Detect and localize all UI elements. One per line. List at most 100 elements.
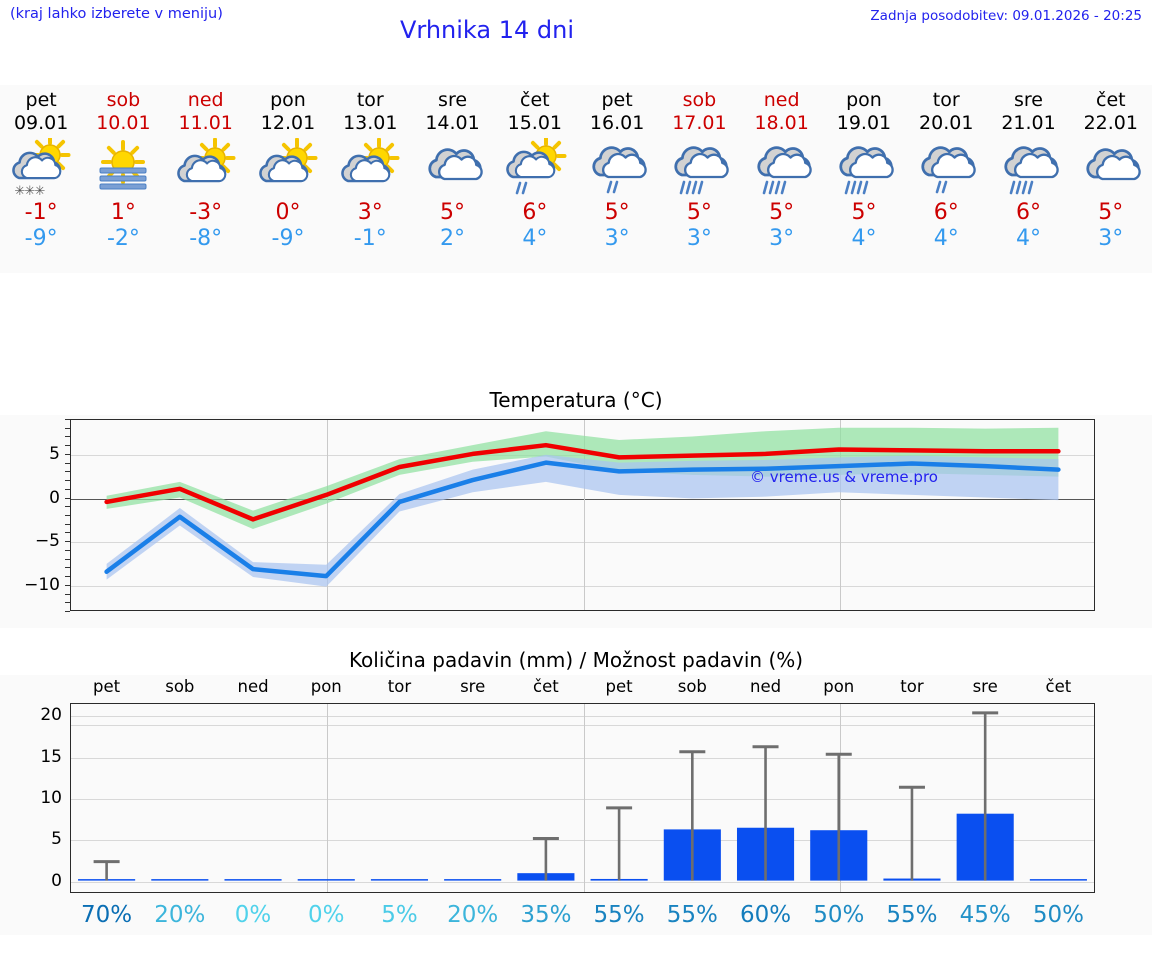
forecast-day-date: 15.01 — [507, 112, 563, 134]
forecast-day-name: pon — [270, 89, 306, 111]
forecast-day-column[interactable]: tor 13.01 3° -1° — [329, 85, 411, 273]
precipitation-gridline — [71, 881, 1094, 883]
forecast-day-column[interactable]: pet 16.01 5° 3° — [576, 85, 658, 273]
temperature-axis-tick — [65, 488, 70, 490]
temperature-axis-tick — [65, 419, 70, 420]
temperature-band-min — [106, 454, 1059, 587]
forecast-day-column[interactable]: pon 12.01 0° -9° — [247, 85, 329, 273]
forecast-day-name: ned — [763, 89, 800, 111]
temperature-axis-tick — [65, 445, 70, 447]
forecast-day-column[interactable]: ned 18.01 5° 3° — [741, 85, 823, 273]
forecast-day-name: čet — [520, 89, 550, 111]
forecast-day-date: 18.01 — [754, 112, 809, 134]
forecast-min-temp: 3° — [686, 226, 712, 251]
forecast-min-temp: -1° — [353, 226, 387, 251]
partly-cloudy-rain-icon — [494, 138, 576, 200]
temperature-axis-tick — [65, 567, 70, 569]
precipitation-gridline-vertical — [327, 704, 329, 892]
precipitation-probability-label: 55% — [886, 902, 938, 928]
temperature-axis-tick — [65, 480, 70, 482]
temperature-line-max — [104, 442, 1061, 522]
precipitation-day-label: ned — [237, 677, 269, 696]
forecast-day-name: pon — [846, 89, 882, 111]
forecast-day-date: 12.01 — [260, 112, 316, 134]
forecast-day-column[interactable]: pon 19.01 5° 4° — [823, 85, 905, 273]
forecast-max-temp: 0° — [275, 200, 301, 225]
forecast-day-name: sre — [1014, 89, 1043, 111]
forecast-max-temp: 6° — [933, 200, 959, 225]
precipitation-bar — [1029, 879, 1087, 881]
forecast-max-temp: 5° — [604, 200, 630, 225]
temperature-axis-tick — [65, 471, 70, 473]
forecast-day-column[interactable]: tor 20.01 6° 4° — [905, 85, 987, 273]
temperature-axis-tick — [65, 497, 70, 499]
forecast-day-column[interactable]: sre 21.01 6° 4° — [987, 85, 1069, 273]
temperature-axis-tick — [65, 576, 70, 578]
daily-forecast-strip: pet 09.01 ✳ ✳ ✳ -1° -9° sob 10.01 1° -2° ned 11.01 -3… — [0, 85, 1152, 273]
precipitation-probability-label: 45% — [959, 902, 1011, 928]
temperature-axis-tick — [65, 515, 70, 516]
forecast-min-temp: 3° — [604, 226, 630, 251]
temperature-gridline-vertical — [839, 420, 841, 610]
precipitation-gridline-vertical — [839, 704, 841, 892]
temperature-band-max — [106, 427, 1059, 529]
forecast-day-column[interactable]: čet 22.01 5° 3° — [1070, 85, 1152, 273]
forecast-day-column[interactable]: pet 09.01 ✳ ✳ ✳ -1° -9° — [0, 85, 82, 273]
forecast-day-name: sob — [682, 89, 717, 111]
precipitation-gridline — [71, 799, 1094, 800]
precipitation-day-label: čet — [1045, 677, 1072, 696]
forecast-day-column[interactable]: ned 11.01 -3° -8° — [165, 85, 247, 273]
forecast-min-temp: -9° — [24, 226, 58, 251]
forecast-day-name: čet — [1096, 89, 1126, 111]
forecast-day-column[interactable]: sob 17.01 5° 3° — [658, 85, 740, 273]
forecast-day-column[interactable]: čet 15.01 6° 4° — [494, 85, 576, 273]
copyright-annotation: © vreme.us & vreme.pro — [750, 468, 938, 486]
temperature-axis-tick — [65, 453, 70, 455]
forecast-day-date: 17.01 — [672, 112, 727, 134]
precipitation-plot-area — [70, 703, 1095, 893]
temperature-gridline-vertical — [327, 420, 329, 610]
cloudy-rain-icon — [987, 138, 1069, 200]
forecast-day-name: pet — [25, 89, 57, 111]
temperature-y-tick-label: −5 — [34, 531, 60, 552]
forecast-max-temp: 5° — [440, 200, 466, 225]
forecast-max-temp: 5° — [851, 200, 877, 225]
precipitation-probability-label: 5% — [381, 902, 418, 928]
cloudy-icon — [1070, 138, 1152, 200]
temperature-line-min — [104, 460, 1061, 579]
forecast-day-date: 22.01 — [1083, 112, 1138, 134]
precipitation-probability-label: 60% — [739, 902, 792, 928]
forecast-max-temp: -1° — [24, 200, 58, 225]
partly-cloudy-icon — [165, 138, 247, 200]
precipitation-probability-label: 20% — [447, 902, 499, 928]
precipitation-day-label: ned — [749, 677, 782, 696]
page-header: (kraj lahko izberete v meniju) Vrhnika 1… — [0, 0, 1152, 60]
forecast-day-date: 11.01 — [178, 112, 233, 134]
precipitation-gridline — [71, 716, 1094, 718]
forecast-day-column[interactable]: sob 10.01 1° -2° — [82, 85, 164, 273]
cloudy-rain-icon — [658, 138, 740, 200]
precipitation-probability-label: 20% — [154, 902, 206, 928]
precipitation-y-tick-label: 10 — [40, 788, 62, 808]
forecast-day-date: 20.01 — [919, 112, 974, 134]
forecast-day-date: 14.01 — [425, 112, 480, 134]
precipitation-day-label: tor — [387, 677, 412, 696]
precipitation-day-label: pet — [605, 677, 633, 696]
forecast-min-temp: 2° — [440, 226, 466, 251]
precipitation-day-label: sob — [165, 677, 195, 696]
forecast-day-name: ned — [187, 89, 224, 111]
precipitation-gridline-vertical — [583, 704, 585, 892]
forecast-max-temp: 1° — [110, 200, 136, 225]
precipitation-day-label: pon — [823, 677, 855, 696]
temperature-axis-tick — [65, 602, 70, 604]
precipitation-probability-label: 0% — [234, 902, 272, 928]
forecast-day-column[interactable]: sre 14.01 5° 2° — [411, 85, 493, 273]
sun-fog-icon — [82, 138, 164, 200]
forecast-day-date: 13.01 — [343, 112, 398, 134]
temperature-axis-tick — [65, 611, 70, 612]
cloudy-icon — [411, 138, 493, 200]
precipitation-probability-label: 35% — [520, 902, 572, 928]
